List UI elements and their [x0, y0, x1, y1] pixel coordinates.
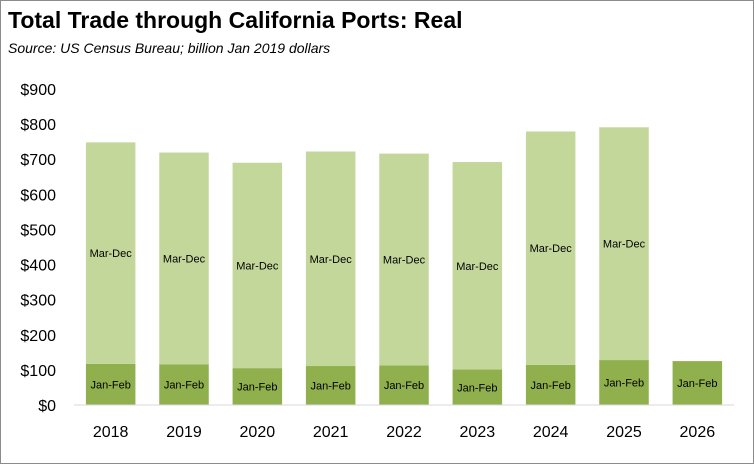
y-axis: $0 $100 $200 $300 $400 $500 $600 $700 $800 $900: [20, 82, 56, 415]
bar-segment-label: Jan-Feb: [530, 380, 570, 392]
bar-segment-jan-feb-2019: [159, 364, 209, 405]
bar-segment-mar-dec-2022: [379, 153, 429, 366]
bar-segment-label: Jan-Feb: [90, 379, 130, 391]
bar-segment-label: Mar-Dec: [530, 243, 573, 255]
y-tick-label: $800: [20, 117, 56, 134]
bar-segment-label: Jan-Feb: [164, 380, 204, 392]
bar-segment-jan-feb-2024: [525, 364, 576, 405]
bar-segment-label: Mar-Dec: [310, 254, 353, 266]
y-tick-label: $0: [38, 398, 56, 415]
x-tick-label: 2026: [680, 424, 716, 441]
bar-segment-label: Mar-Dec: [163, 253, 206, 265]
bar-segment-jan-feb-2020: [232, 368, 283, 405]
x-axis: 2018 2019 2020 2021 2022 2023 2024 2025 2026: [74, 404, 734, 441]
bar-segment-jan-feb-2021: [305, 366, 356, 405]
bar-segment-jan-feb-2025: [599, 360, 649, 405]
y-tick-label: $300: [20, 293, 56, 310]
bar-segment-label: Jan-Feb: [457, 382, 497, 394]
y-tick-label: $200: [20, 328, 56, 345]
bar-segment-jan-feb-2022: [379, 365, 429, 405]
bar-segment-mar-dec-2021: [305, 151, 356, 367]
bar-segment-label: Mar-Dec: [383, 254, 426, 266]
bar-segment-jan-feb-2023: [452, 369, 503, 405]
x-tick-label: 2025: [606, 424, 642, 441]
bar-segment-label: Mar-Dec: [456, 261, 499, 273]
x-tick-label: 2021: [313, 424, 349, 441]
bar-segment-label: Jan-Feb: [237, 382, 277, 394]
y-tick-label: $700: [20, 152, 56, 169]
bar-segment-mar-dec-2018: [85, 142, 136, 364]
bar-segment-mar-dec-2019: [159, 152, 209, 365]
bar-segment-label: Jan-Feb: [677, 378, 717, 390]
x-tick-label: 2022: [386, 424, 422, 441]
bar-segment-label: Mar-Dec: [603, 239, 646, 251]
chart-subtitle: Source: US Census Bureau; billion Jan 20…: [8, 40, 331, 56]
bar-segment-mar-dec-2020: [232, 162, 283, 369]
y-tick-label: $400: [20, 258, 56, 275]
bar-segment-label: Jan-Feb: [604, 378, 644, 390]
bar-segment-mar-dec-2024: [525, 131, 576, 365]
bar-segment-mar-dec-2023: [452, 162, 503, 370]
y-tick-label: $100: [20, 363, 56, 380]
x-tick-label: 2019: [166, 424, 202, 441]
x-tick-label: 2018: [93, 424, 129, 441]
bars: Jan-Feb Mar-Dec Jan-Feb Mar-Dec Jan-Feb Mar-D…: [85, 127, 723, 405]
y-tick-label: $600: [20, 187, 56, 204]
y-tick-label: $900: [20, 82, 56, 99]
chart-title: Total Trade through California Ports: Re…: [8, 7, 463, 33]
y-tick-label: $500: [20, 222, 56, 239]
bar-segment-jan-feb-2026: [672, 361, 723, 405]
bar-segment-label: Jan-Feb: [384, 380, 424, 392]
bar-segment-jan-feb-2018: [85, 363, 136, 405]
bar-segment-label: Jan-Feb: [310, 381, 350, 393]
bar-segment-mar-dec-2025: [599, 127, 649, 361]
bar-segment-label: Mar-Dec: [236, 260, 279, 272]
x-tick-label: 2020: [240, 424, 276, 441]
x-tick-label: 2023: [460, 424, 496, 441]
bar-segment-label: Mar-Dec: [90, 248, 133, 260]
x-tick-label: 2024: [533, 424, 569, 441]
